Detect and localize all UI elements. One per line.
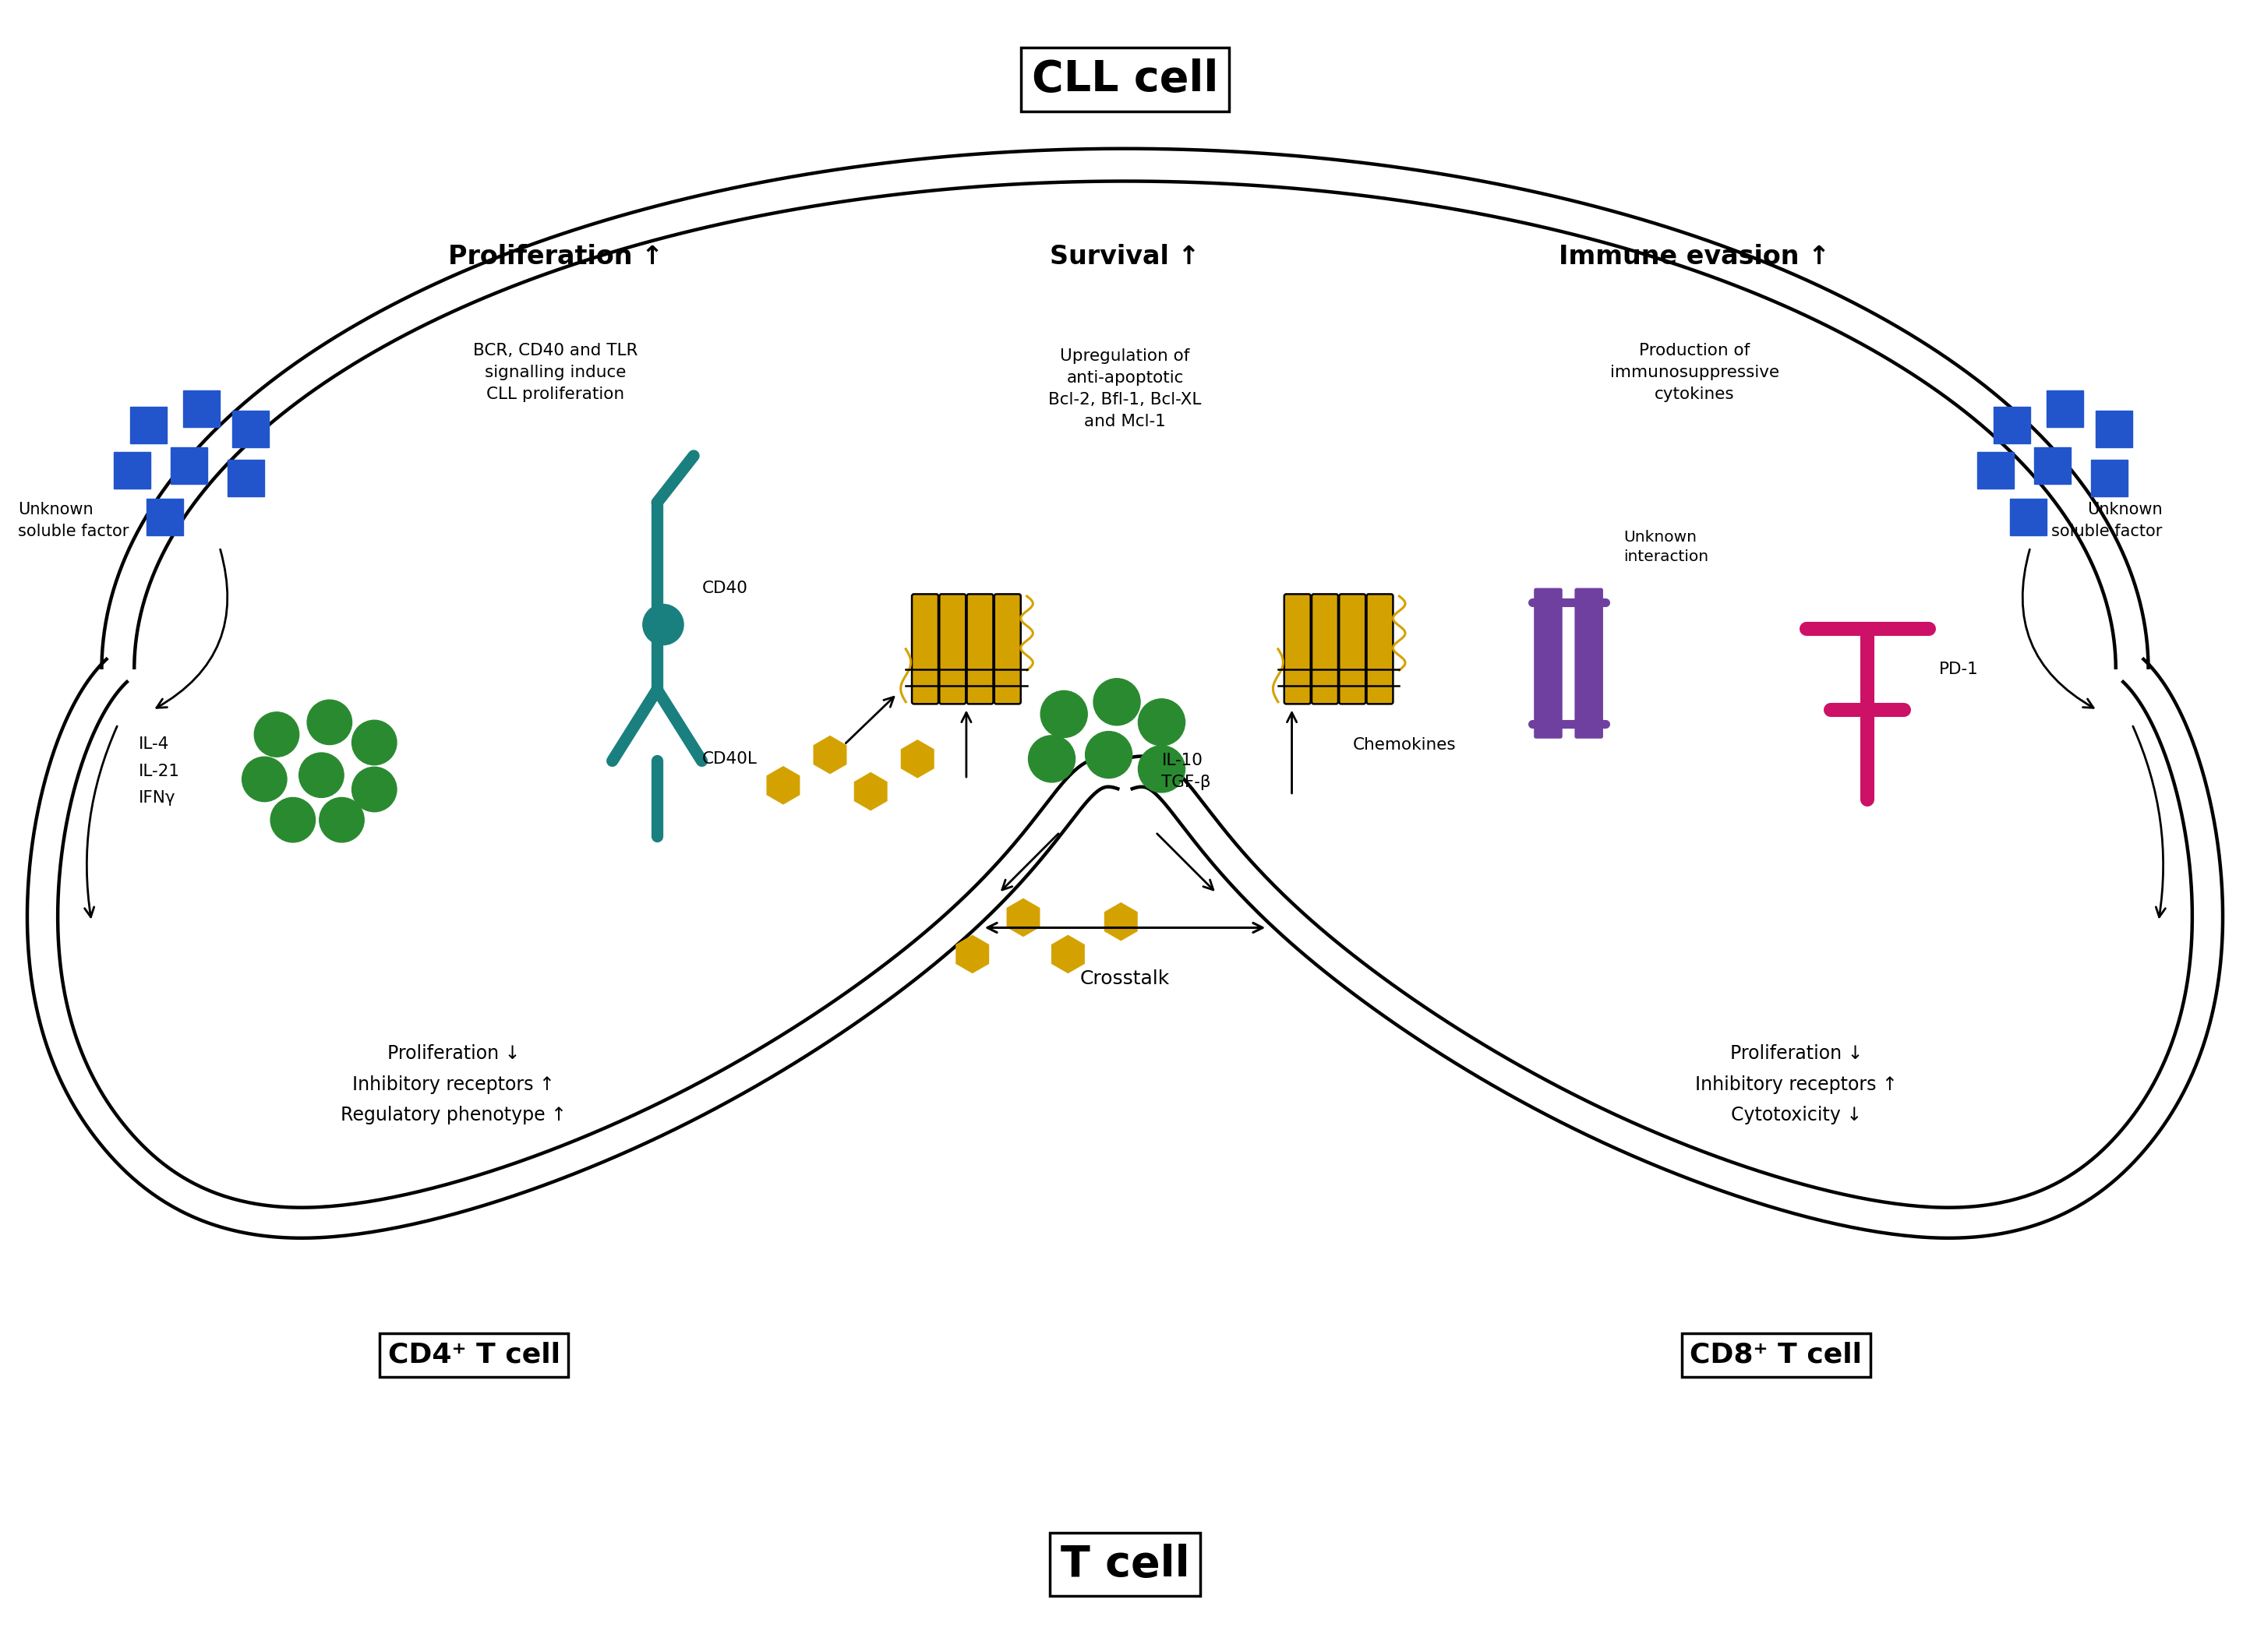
Bar (130, 406, 166, 444)
Circle shape (1028, 735, 1076, 783)
Text: Crosstalk: Crosstalk (1080, 970, 1170, 988)
FancyBboxPatch shape (1312, 595, 1339, 704)
Polygon shape (1006, 899, 1040, 937)
FancyBboxPatch shape (1575, 588, 1602, 738)
Polygon shape (900, 740, 934, 778)
Bar (146, 499, 182, 535)
Polygon shape (1051, 935, 1084, 973)
Text: CD4⁺ T cell: CD4⁺ T cell (387, 1341, 560, 1368)
FancyBboxPatch shape (938, 595, 965, 704)
FancyBboxPatch shape (1339, 595, 1366, 704)
Text: IL-4
IL-21
IFNγ: IL-4 IL-21 IFNγ (137, 737, 180, 806)
Circle shape (1138, 699, 1186, 745)
Bar (2034, 448, 2070, 484)
Circle shape (243, 757, 286, 801)
Bar (1978, 451, 2014, 489)
Bar (171, 448, 207, 484)
Text: Chemokines: Chemokines (1352, 737, 1456, 752)
Circle shape (254, 712, 299, 757)
Polygon shape (767, 767, 801, 805)
Text: CLL cell: CLL cell (1033, 58, 1217, 101)
Text: Unknown
soluble factor: Unknown soluble factor (18, 502, 128, 540)
Text: CD40L: CD40L (702, 752, 756, 767)
Bar (2095, 411, 2133, 448)
Bar (2009, 499, 2048, 535)
Text: T cell: T cell (1060, 1543, 1190, 1586)
Text: CD8⁺ T cell: CD8⁺ T cell (1690, 1341, 1863, 1368)
Text: Proliferation ↓
Inhibitory receptors ↑
Cytotoxicity ↓: Proliferation ↓ Inhibitory receptors ↑ C… (1694, 1044, 1897, 1125)
Text: BCR, CD40 and TLR
signalling induce
CLL proliferation: BCR, CD40 and TLR signalling induce CLL … (472, 342, 637, 401)
Circle shape (351, 767, 396, 811)
Text: Upregulation of
anti-apoptotic
Bcl-2, Bfl-1, Bcl-XL
and Mcl-1: Upregulation of anti-apoptotic Bcl-2, Bf… (1048, 349, 1202, 430)
Circle shape (1040, 691, 1087, 737)
Text: CD40: CD40 (702, 580, 747, 596)
FancyBboxPatch shape (968, 595, 992, 704)
Text: Immune evasion ↑: Immune evasion ↑ (1559, 243, 1829, 269)
Bar (115, 451, 151, 489)
FancyBboxPatch shape (1285, 595, 1312, 704)
Polygon shape (855, 771, 886, 811)
FancyBboxPatch shape (911, 595, 938, 704)
Bar (2090, 459, 2128, 497)
Circle shape (1084, 732, 1132, 778)
Text: IL-10
TGF-β: IL-10 TGF-β (1161, 752, 1210, 790)
FancyBboxPatch shape (1366, 595, 1393, 704)
Circle shape (319, 798, 364, 843)
Circle shape (1138, 745, 1186, 793)
Text: Production of
immunosuppressive
cytokines: Production of immunosuppressive cytokine… (1611, 342, 1780, 401)
Polygon shape (812, 735, 846, 775)
Text: Proliferation ↑: Proliferation ↑ (448, 243, 664, 269)
Circle shape (351, 720, 396, 765)
Bar (232, 411, 268, 448)
Circle shape (270, 798, 315, 843)
Circle shape (643, 605, 684, 644)
Text: Unknown
interaction: Unknown interaction (1624, 530, 1708, 565)
Text: Survival ↑: Survival ↑ (1051, 243, 1199, 269)
Circle shape (1093, 679, 1141, 725)
Bar (182, 390, 220, 428)
Bar (2048, 390, 2084, 428)
Circle shape (308, 700, 351, 745)
Text: PD-1: PD-1 (1940, 661, 1978, 677)
Circle shape (299, 753, 344, 798)
Bar (227, 459, 266, 497)
Text: Proliferation ↓
Inhibitory receptors ↑
Regulatory phenotype ↑: Proliferation ↓ Inhibitory receptors ↑ R… (340, 1044, 567, 1125)
Polygon shape (1105, 902, 1138, 942)
Bar (1994, 406, 2030, 444)
FancyBboxPatch shape (994, 595, 1022, 704)
Polygon shape (956, 935, 990, 973)
Text: Unknown
soluble factor: Unknown soluble factor (2052, 502, 2162, 540)
FancyBboxPatch shape (1534, 588, 1562, 738)
